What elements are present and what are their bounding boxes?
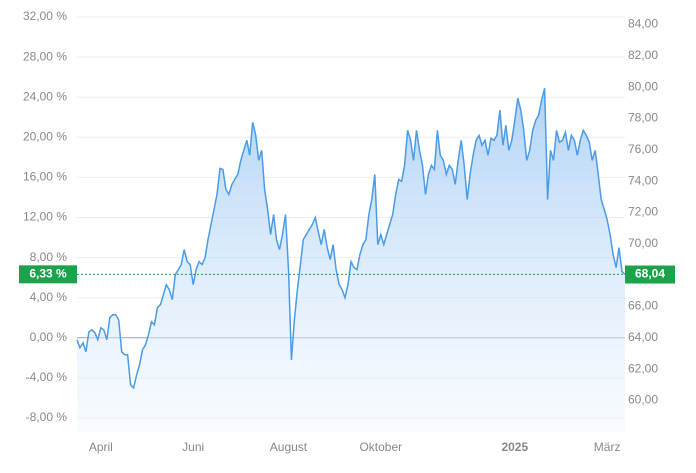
y-tick-label: 24,00 % [23,89,67,103]
y2-tick-label: 60,00 [628,393,658,407]
y-tick-label: 4,00 % [30,290,68,304]
last-value-box-y2 [625,265,675,284]
x-tick-label: März [594,440,621,454]
y2-tick-label: 80,00 [628,79,658,93]
y2-tick-label: 78,00 [628,111,658,125]
y-tick-label: 0,00 % [30,330,68,344]
y2-tick-label: 66,00 [628,299,658,313]
last-value-label: 6,33 % [29,267,67,281]
x-tick-label: 2025 [501,440,528,454]
area [77,88,625,432]
y-tick-label: 8,00 % [30,250,68,264]
x-tick-label: August [270,440,308,454]
y-tick-label: 20,00 % [23,129,67,143]
y2-tick-label: 74,00 [628,173,658,187]
y2-tick-label: 84,00 [628,17,658,31]
y-tick-label: 12,00 % [23,210,67,224]
last-value-box [19,265,77,284]
y-tick-label: 28,00 % [23,49,67,63]
x-tick-label: April [89,440,113,454]
y2-tick-label: 64,00 [628,330,658,344]
y-tick-label: -4,00 % [26,370,68,384]
y2-tick-label: 70,00 [628,236,658,250]
y2-tick-label: 76,00 [628,142,658,156]
y-tick-label: 16,00 % [23,170,67,184]
y2-tick-label: 62,00 [628,361,658,375]
x-tick-label: Juni [182,440,204,454]
y-tick-label: 32,00 % [23,9,67,23]
y-tick-label: -8,00 % [26,410,68,424]
line [76,88,626,390]
y2-tick-label: 82,00 [628,48,658,62]
y2-tick-label: 72,00 [628,205,658,219]
x-tick-label: Oktober [359,440,402,454]
last-value-label-y2: 68,04 [635,267,665,281]
